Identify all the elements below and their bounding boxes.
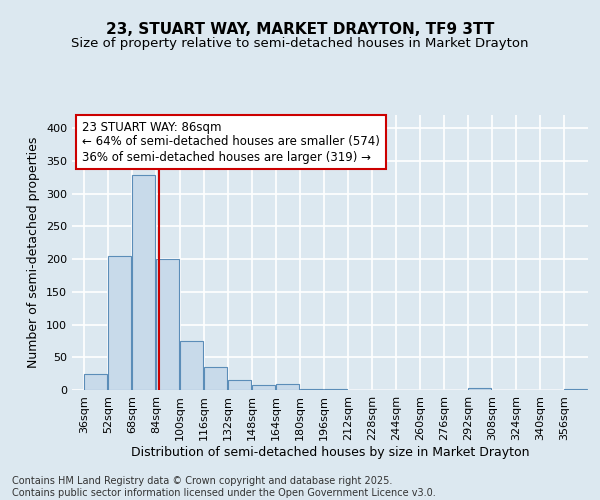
Bar (228, 380, 251, 390)
Bar (204, 367, 227, 390)
Bar (132, 175, 155, 390)
Bar (180, 341, 203, 390)
Text: 23 STUART WAY: 86sqm
← 64% of semi-detached houses are smaller (574)
36% of semi: 23 STUART WAY: 86sqm ← 64% of semi-detac… (82, 120, 380, 164)
Bar (276, 384, 299, 390)
Text: Contains HM Land Registry data © Crown copyright and database right 2025.
Contai: Contains HM Land Registry data © Crown c… (12, 476, 436, 498)
Text: Size of property relative to semi-detached houses in Market Drayton: Size of property relative to semi-detach… (71, 38, 529, 51)
Bar (252, 385, 275, 390)
Bar (156, 259, 179, 390)
X-axis label: Distribution of semi-detached houses by size in Market Drayton: Distribution of semi-detached houses by … (131, 446, 529, 458)
Y-axis label: Number of semi-detached properties: Number of semi-detached properties (28, 137, 40, 368)
Bar (564, 388, 587, 390)
Bar (468, 388, 491, 390)
Bar (300, 388, 323, 390)
Text: 23, STUART WAY, MARKET DRAYTON, TF9 3TT: 23, STUART WAY, MARKET DRAYTON, TF9 3TT (106, 22, 494, 38)
Bar (84, 374, 107, 390)
Bar (108, 256, 131, 390)
